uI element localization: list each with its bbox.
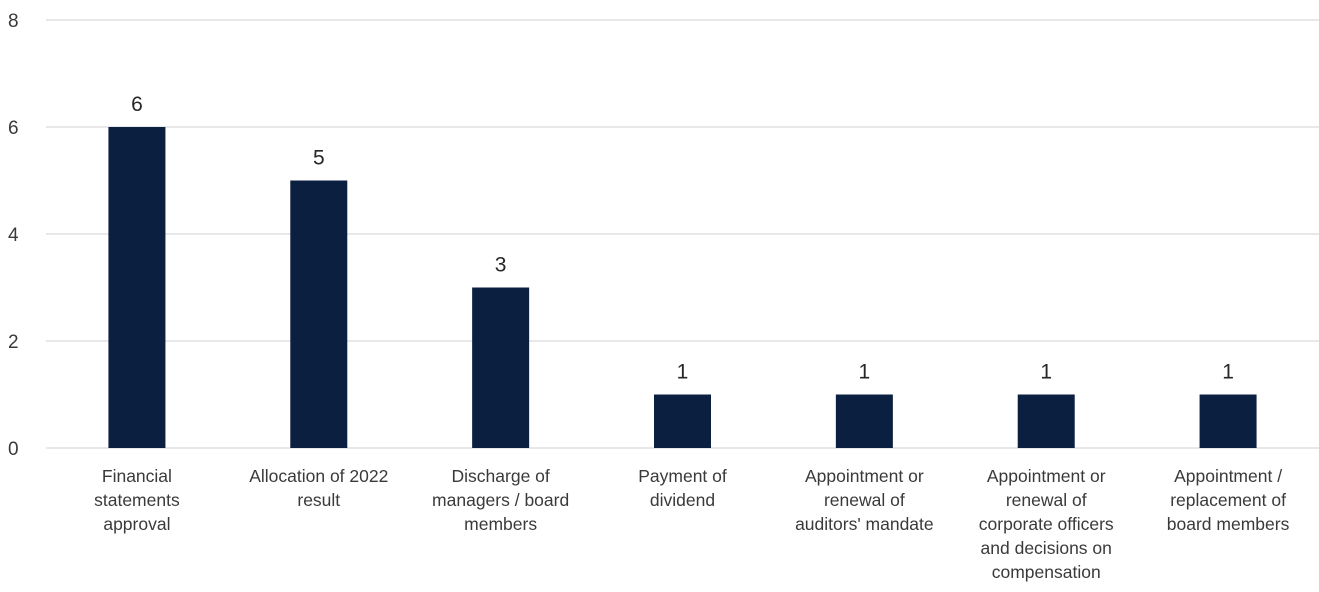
bar (836, 395, 893, 449)
data-label: 1 (1040, 361, 1052, 384)
data-label: 6 (131, 93, 143, 116)
bar (472, 288, 529, 449)
category-label-line: auditors' mandate (795, 514, 934, 534)
category-label-line: approval (103, 514, 170, 534)
data-label: 1 (1222, 361, 1234, 384)
category-label-line: result (297, 490, 340, 510)
x-axis: Financial statements approval Allocation of… (94, 466, 1289, 582)
category-label-line: corporate officers (979, 514, 1114, 534)
category-label: Allocation of 2022 result (249, 466, 388, 510)
category-label-line: Appointment or (805, 466, 924, 486)
category-label-line: members (464, 514, 537, 534)
category-label-line: and decisions on (981, 538, 1112, 558)
bar (108, 127, 165, 448)
category-label-line: renewal of (824, 490, 905, 510)
category-label-line: replacement of (1170, 490, 1286, 510)
category-label-line: Allocation of 2022 (249, 466, 388, 486)
category-label-line: renewal of (1006, 490, 1087, 510)
category-label: Appointment or renewal of auditors' mandat… (795, 466, 934, 534)
y-tick-label: 2 (8, 332, 19, 353)
gridlines (46, 20, 1319, 448)
y-tick-label: 8 (8, 11, 19, 32)
bar (1200, 395, 1257, 449)
category-label: Discharge of managers / board members (432, 466, 569, 534)
bar (290, 181, 347, 449)
data-label: 1 (859, 361, 871, 384)
bar (1018, 395, 1075, 449)
bar (654, 395, 711, 449)
category-label-line: Financial (102, 466, 172, 486)
category-label: Appointment or renewal of corporate office… (979, 466, 1114, 582)
category-label-line: board members (1167, 514, 1290, 534)
category-label-line: Appointment / (1174, 466, 1282, 486)
category-label: Payment of dividend (638, 466, 727, 510)
y-tick-label: 6 (8, 118, 19, 139)
category-label-line: compensation (992, 562, 1101, 582)
category-label: Appointment / replacement of board members (1167, 466, 1290, 534)
y-axis: 0 2 4 6 8 (8, 11, 19, 460)
data-label: 3 (495, 254, 507, 277)
category-label-line: statements (94, 490, 180, 510)
category-label-line: dividend (650, 490, 715, 510)
data-label: 5 (313, 147, 325, 170)
category-label: Financial statements approval (94, 466, 180, 534)
category-label-line: Appointment or (987, 466, 1106, 486)
category-label-line: Payment of (638, 466, 727, 486)
bars (108, 127, 1256, 448)
data-label: 1 (677, 361, 689, 384)
category-label-line: Discharge of (452, 466, 550, 486)
category-label-line: managers / board (432, 490, 569, 510)
y-tick-label: 4 (8, 225, 19, 246)
y-tick-label: 0 (8, 439, 19, 460)
